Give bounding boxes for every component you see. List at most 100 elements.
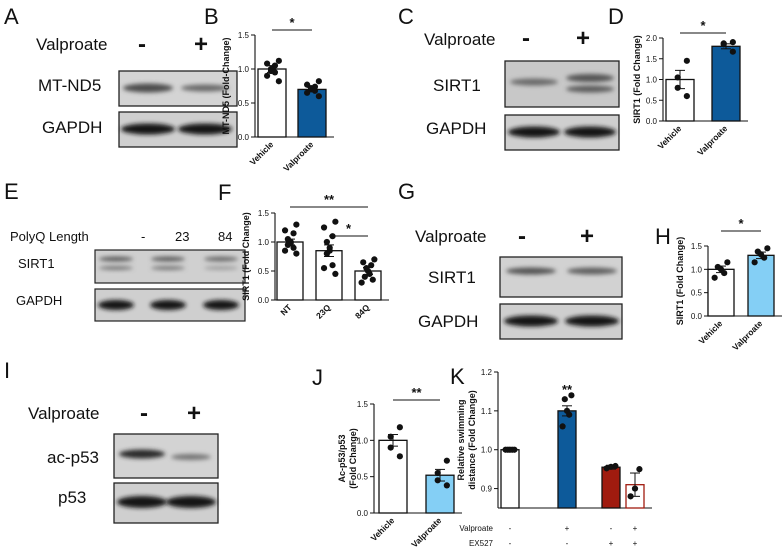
- y-axis-label: SIRT1 (Fold Change): [241, 212, 251, 301]
- band-valproate-mt-nd5: [181, 84, 229, 92]
- polyq-length-label: PolyQ Length: [10, 229, 89, 244]
- bar-valproate: [747, 254, 775, 317]
- treatment-label: Valproate: [36, 35, 108, 54]
- panel-a-blot: A Valproate - + MT-ND5 GAPDH: [4, 4, 238, 148]
- lane-label-23: 23: [175, 229, 189, 244]
- band-valproate-sirt1: [567, 267, 617, 275]
- band-vehicle-sirt1: [510, 78, 558, 86]
- band-nt-lower: [99, 266, 133, 270]
- data-point: [387, 444, 394, 451]
- data-point: [751, 259, 758, 266]
- data-point: [369, 276, 376, 283]
- data-point: [724, 259, 731, 266]
- data-point: [502, 446, 509, 453]
- data-point: [434, 469, 441, 477]
- bar-vehicle: [500, 449, 520, 509]
- bar-ex527: [601, 466, 621, 509]
- y-axis-label-line: (Fold Change): [348, 428, 358, 489]
- data-point: [729, 48, 736, 55]
- data-point: [683, 57, 690, 64]
- row-label-sirt1: SIRT1: [18, 256, 55, 271]
- significance-label: *: [289, 15, 295, 30]
- y-tick-label: 1.2: [481, 368, 493, 377]
- lane-label-nt: -: [141, 229, 145, 244]
- data-point: [358, 279, 365, 286]
- y-axis-label: SIRT1 (Fold Change): [675, 237, 685, 326]
- y-tick-label: 0.9: [481, 485, 493, 494]
- chart-panel-h: H 0.0 0.5 1.0 1.5 SIRT1 (Fold Change) Vehicle V…: [655, 216, 782, 352]
- panel-letter-d: D: [608, 4, 624, 29]
- ex527-sign-2: -: [566, 539, 569, 548]
- charts-layer: B 0.0 0.5 1.0 1.5 MT-ND5 (Fold-Change) Vehicle…: [204, 4, 782, 549]
- y-axis-label-line: distance (Fold Change): [467, 390, 477, 490]
- data-point: [559, 423, 566, 430]
- y-tick-label: 0.0: [238, 133, 250, 142]
- ex527-sign-1: -: [509, 539, 512, 548]
- treatment-label: Valproate: [28, 404, 100, 423]
- panel-k-condition-table: Valproate EX527 - + - + - - + +: [459, 524, 637, 548]
- band-valproate-gapdh: [178, 123, 232, 135]
- row-label-gapdh: GAPDH: [418, 312, 478, 331]
- lane-minus-label: -: [518, 223, 526, 250]
- row-label-mt-nd5: MT-ND5: [38, 76, 101, 95]
- y-tick-label: 1.5: [646, 55, 658, 64]
- y-tick-label: 1.1: [481, 407, 493, 416]
- data-point: [683, 93, 690, 100]
- valproate-sign-3: -: [610, 524, 613, 533]
- x-tick-label: Valproate: [730, 318, 764, 352]
- lane-minus-label: -: [138, 31, 146, 58]
- data-point: [720, 41, 727, 48]
- row-label-ac-p53: ac-p53: [47, 448, 99, 467]
- data-point: [271, 69, 279, 76]
- data-point: [631, 485, 639, 492]
- x-tick-label: 84Q: [353, 302, 372, 321]
- data-point: [509, 446, 516, 453]
- data-point: [281, 247, 289, 254]
- data-point: [332, 270, 339, 277]
- y-axis-label-line: Relative swimming: [456, 399, 466, 480]
- data-point: [568, 392, 575, 399]
- valproate-sign-2: +: [565, 524, 570, 533]
- bar-vehicle: [378, 439, 408, 514]
- lane-plus-label: +: [576, 25, 590, 52]
- panel-letter-i: I: [4, 358, 10, 383]
- chart-panel-k: K 0.9 1.0 1.1 1.2 Relative swimming distance (…: [450, 364, 652, 509]
- panel-letter-e: E: [4, 179, 19, 204]
- x-tick-label: NT: [278, 302, 294, 318]
- band-vehicle-gapdh: [508, 126, 560, 138]
- band-valproate-gapdh: [565, 315, 619, 327]
- row-label-p53: p53: [58, 488, 86, 507]
- data-point: [320, 224, 328, 231]
- band-nt-gapdh: [98, 300, 134, 310]
- data-point: [304, 89, 311, 96]
- data-point: [264, 72, 271, 79]
- band-vehicle-gapdh: [121, 123, 175, 135]
- band-vehicle-p53: [117, 496, 167, 508]
- ex527-sign-3: +: [609, 539, 614, 548]
- data-point: [729, 39, 736, 46]
- panel-letter-f: F: [218, 180, 231, 205]
- bar-valproate: [711, 45, 741, 122]
- bar-nt: [276, 241, 304, 301]
- significance-label: *: [700, 18, 706, 33]
- chart-panel-f: F 0.0 0.5 1.0 1.5 SIRT1 (Fold Change) NT 23Q 84Q…: [218, 180, 389, 321]
- lane-plus-label: +: [194, 31, 208, 58]
- y-tick-label: 1.0: [238, 65, 250, 74]
- bar-vehicle: [257, 68, 287, 138]
- ex527-sign-4: +: [633, 539, 638, 548]
- panel-letter-c: C: [398, 4, 414, 29]
- y-tick-label: 2.0: [646, 34, 658, 43]
- panel-letter-h: H: [655, 224, 671, 249]
- data-point: [323, 238, 330, 246]
- x-tick-label: Vehicle: [248, 139, 276, 167]
- data-point: [761, 254, 768, 261]
- data-point: [561, 396, 568, 403]
- data-point: [360, 259, 367, 266]
- row-label-sirt1: SIRT1: [433, 76, 481, 95]
- data-point: [320, 265, 328, 272]
- band-vehicle-sirt1: [506, 267, 556, 275]
- lane-minus-label: -: [140, 400, 148, 427]
- data-point: [396, 453, 403, 460]
- band-23q-upper: [151, 256, 185, 262]
- significance-label: *: [346, 221, 352, 236]
